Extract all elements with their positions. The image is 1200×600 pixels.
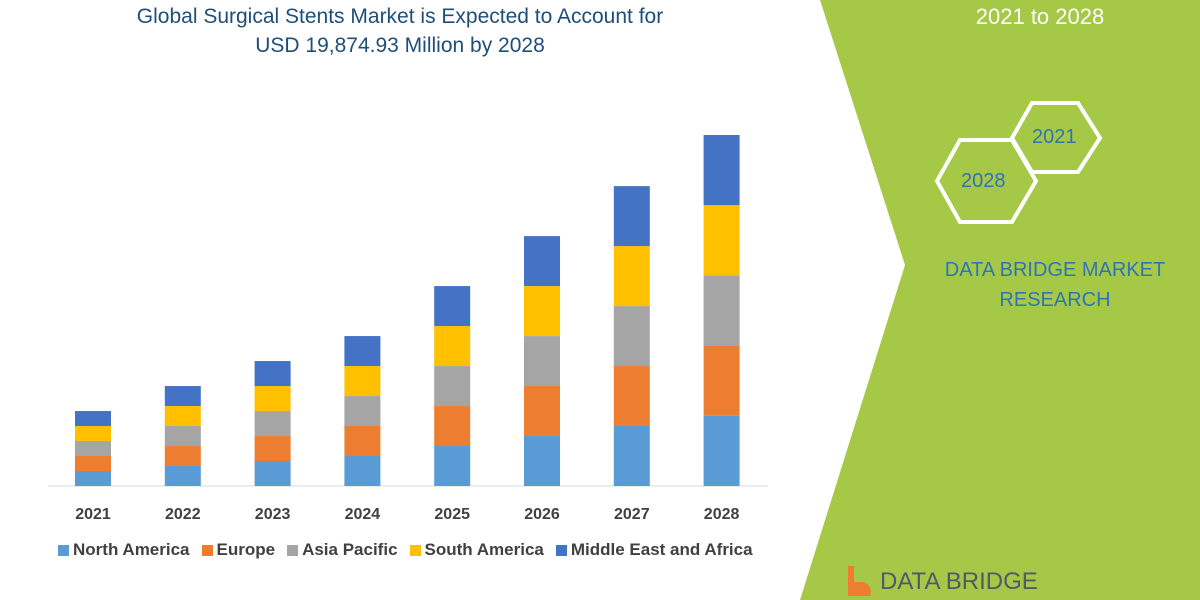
side-panel-bg bbox=[800, 0, 1200, 600]
bar-segment bbox=[344, 456, 381, 486]
legend-item: North America bbox=[58, 540, 190, 560]
bar-segment bbox=[703, 205, 740, 276]
x-tick-label: 2026 bbox=[524, 506, 560, 523]
bar-segment bbox=[524, 386, 560, 437]
bar-segment bbox=[613, 426, 650, 486]
logo-icon bbox=[848, 566, 871, 596]
legend-item: Europe bbox=[201, 540, 276, 560]
bar-segment bbox=[164, 426, 201, 447]
legend-item: Middle East and Africa bbox=[555, 540, 753, 560]
bar-segment bbox=[703, 275, 740, 346]
bar-segment bbox=[703, 345, 740, 416]
bar-segment bbox=[524, 236, 560, 287]
bar-segment bbox=[434, 366, 471, 407]
x-tick-label: 2027 bbox=[614, 506, 650, 523]
bar-segment bbox=[254, 386, 291, 412]
bar-segment bbox=[434, 446, 471, 486]
bar-segment bbox=[75, 471, 111, 486]
bar-segment bbox=[613, 366, 650, 427]
title-line-1: Global Surgical Stents Market is Expecte… bbox=[136, 5, 664, 28]
bar-segment bbox=[524, 336, 560, 387]
x-tick-label: 2025 bbox=[434, 506, 470, 523]
bar-segment bbox=[75, 456, 111, 472]
legend-swatch bbox=[287, 544, 299, 556]
bar-segment bbox=[254, 361, 291, 387]
bar-segment bbox=[164, 466, 201, 486]
chart-title: Global Surgical Stents Market is Expecte… bbox=[40, 2, 760, 60]
hexagon-2028 bbox=[934, 138, 1039, 224]
bar-segment bbox=[434, 286, 471, 327]
legend-item: Asia Pacific bbox=[287, 540, 398, 560]
legend-swatch bbox=[555, 544, 567, 556]
legend-label: Asia Pacific bbox=[302, 540, 398, 559]
brand-text: DATA BRIDGE MARKET RESEARCH bbox=[944, 259, 1166, 311]
x-tick-label: 2028 bbox=[704, 506, 740, 523]
bar-segment bbox=[75, 426, 111, 442]
bar-segment bbox=[164, 406, 201, 427]
bar-segment bbox=[254, 436, 291, 462]
bar-segment bbox=[344, 396, 381, 427]
bar-segment bbox=[75, 441, 111, 457]
title-line-2: USD 19,874.93 Million by 2028 bbox=[255, 34, 545, 57]
bar-segment bbox=[524, 286, 560, 337]
bar-segment bbox=[164, 386, 201, 407]
bar-segment bbox=[613, 306, 650, 367]
legend: North America Europe Asia Pacific South Ame… bbox=[58, 540, 753, 560]
bar-segment bbox=[524, 436, 560, 486]
legend-label: Middle East and Africa bbox=[570, 540, 753, 559]
legend-swatch bbox=[201, 544, 213, 556]
bar-segment bbox=[344, 336, 381, 367]
forecast-period: 2021 to 2028 bbox=[975, 4, 1105, 29]
legend-label: Europe bbox=[216, 540, 276, 559]
bar-segment bbox=[254, 411, 291, 437]
legend-swatch bbox=[409, 544, 421, 556]
bar-segment bbox=[254, 461, 291, 486]
hex-label-2021: 2021 bbox=[1032, 126, 1077, 148]
logo-text: DATA BRIDGE bbox=[880, 568, 1038, 595]
legend-label: South America bbox=[424, 540, 544, 559]
bar-segment bbox=[703, 415, 740, 486]
bar-segment bbox=[75, 411, 111, 427]
x-tick-label: 2022 bbox=[165, 506, 201, 523]
bar-segment bbox=[703, 135, 740, 206]
hex-label-2028: 2028 bbox=[961, 170, 1006, 192]
legend-label: North America bbox=[73, 540, 190, 559]
legend-swatch bbox=[58, 544, 69, 556]
x-tick-label: 2021 bbox=[75, 506, 111, 523]
bar-segment bbox=[613, 186, 650, 247]
legend-item: South America bbox=[409, 540, 544, 560]
bar-segment bbox=[434, 406, 471, 447]
bar-segment bbox=[434, 326, 471, 367]
bar-segment bbox=[613, 246, 650, 307]
bar-segment bbox=[344, 366, 381, 397]
bar-segment bbox=[344, 426, 381, 457]
bar-segment bbox=[164, 446, 201, 467]
x-tick-label: 2023 bbox=[255, 506, 291, 523]
x-tick-label: 2024 bbox=[345, 506, 381, 523]
